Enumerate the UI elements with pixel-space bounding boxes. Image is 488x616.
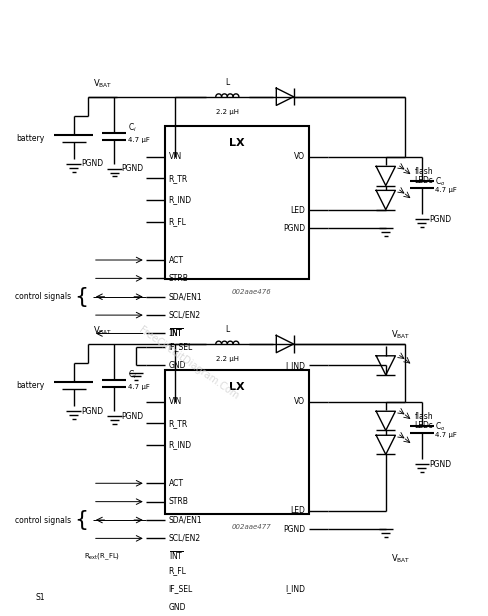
Text: L: L <box>225 325 229 334</box>
Text: C$_o$: C$_o$ <box>435 420 446 433</box>
Bar <box>165 370 309 514</box>
Text: VIN: VIN <box>169 152 182 161</box>
Text: SDA/EN1: SDA/EN1 <box>169 292 203 301</box>
Text: V$_{\rm BAT}$: V$_{\rm BAT}$ <box>390 329 410 341</box>
Text: GND: GND <box>169 602 186 612</box>
Text: PGND: PGND <box>283 224 305 233</box>
Bar <box>165 126 309 279</box>
Text: GND: GND <box>169 361 186 370</box>
Text: battery: battery <box>17 381 45 390</box>
Text: R_FL: R_FL <box>169 566 186 575</box>
Text: 002aae477: 002aae477 <box>231 524 271 530</box>
Text: 4.7 µF: 4.7 µF <box>128 384 150 391</box>
Text: V$_{\rm BAT}$: V$_{\rm BAT}$ <box>93 77 112 89</box>
Text: SCL/EN2: SCL/EN2 <box>169 310 201 320</box>
Text: {: { <box>74 286 88 307</box>
Text: PGND: PGND <box>81 160 103 169</box>
Text: I_IND: I_IND <box>285 584 305 593</box>
Text: 4.7 µF: 4.7 µF <box>435 432 457 438</box>
Text: 4.7 µF: 4.7 µF <box>128 137 150 143</box>
Text: STRB: STRB <box>169 274 189 283</box>
Text: LEDs: LEDs <box>415 421 433 430</box>
Text: LX: LX <box>229 383 245 392</box>
Text: INT: INT <box>169 329 183 338</box>
Text: 2.2 µH: 2.2 µH <box>216 109 239 115</box>
Text: control signals: control signals <box>15 516 71 524</box>
Text: STRB: STRB <box>169 497 189 506</box>
Text: SDA/EN1: SDA/EN1 <box>169 516 203 524</box>
Text: LED: LED <box>290 206 305 214</box>
Text: LEDs: LEDs <box>415 176 433 185</box>
Text: PGND: PGND <box>429 215 451 224</box>
Text: V$_{\rm BAT}$: V$_{\rm BAT}$ <box>390 552 410 565</box>
Bar <box>86 566 119 575</box>
Text: flash: flash <box>415 167 433 176</box>
Text: L: L <box>225 78 229 87</box>
Text: FreeCircuitDiagram.Com: FreeCircuitDiagram.Com <box>137 325 241 402</box>
Text: 2.2 µH: 2.2 µH <box>216 356 239 362</box>
Text: R_IND: R_IND <box>169 440 192 449</box>
Text: VO: VO <box>294 152 305 161</box>
Text: PGND: PGND <box>81 407 103 416</box>
Text: I_IND: I_IND <box>285 361 305 370</box>
Text: PGND: PGND <box>122 411 144 421</box>
Text: C$_i$: C$_i$ <box>128 369 137 381</box>
Text: LX: LX <box>229 137 245 148</box>
Text: battery: battery <box>17 134 45 142</box>
Text: VO: VO <box>294 397 305 406</box>
Text: R_IND: R_IND <box>169 195 192 205</box>
Text: 4.7 µF: 4.7 µF <box>435 187 457 193</box>
Text: R_TR: R_TR <box>169 174 188 183</box>
Text: $\overline{\mathrm{INT}}$: $\overline{\mathrm{INT}}$ <box>169 551 183 563</box>
Text: flash: flash <box>415 411 433 421</box>
Text: SCL/EN2: SCL/EN2 <box>169 534 201 543</box>
Text: {: { <box>74 510 88 530</box>
Text: $\overline{\mathrm{INT}}$: $\overline{\mathrm{INT}}$ <box>169 328 183 339</box>
Text: LED: LED <box>290 506 305 516</box>
Text: PGND: PGND <box>283 525 305 533</box>
Text: PGND: PGND <box>429 460 451 469</box>
Text: R_TR: R_TR <box>169 419 188 428</box>
Text: PGND: PGND <box>122 164 144 173</box>
Text: VIN: VIN <box>169 397 182 406</box>
Text: R$_{\rm ext}$(R_FL): R$_{\rm ext}$(R_FL) <box>84 551 121 562</box>
Text: IF_SEL: IF_SEL <box>169 342 193 352</box>
Text: C$_o$: C$_o$ <box>435 176 446 188</box>
Text: R_FL: R_FL <box>169 217 186 226</box>
Text: C$_i$: C$_i$ <box>128 122 137 134</box>
Text: 002aae476: 002aae476 <box>231 289 271 295</box>
Text: IF_SEL: IF_SEL <box>169 584 193 593</box>
Text: ACT: ACT <box>169 256 184 264</box>
Text: ACT: ACT <box>169 479 184 488</box>
Text: S1: S1 <box>35 593 45 602</box>
Text: control signals: control signals <box>15 292 71 301</box>
Text: V$_{\rm BAT}$: V$_{\rm BAT}$ <box>93 325 112 337</box>
